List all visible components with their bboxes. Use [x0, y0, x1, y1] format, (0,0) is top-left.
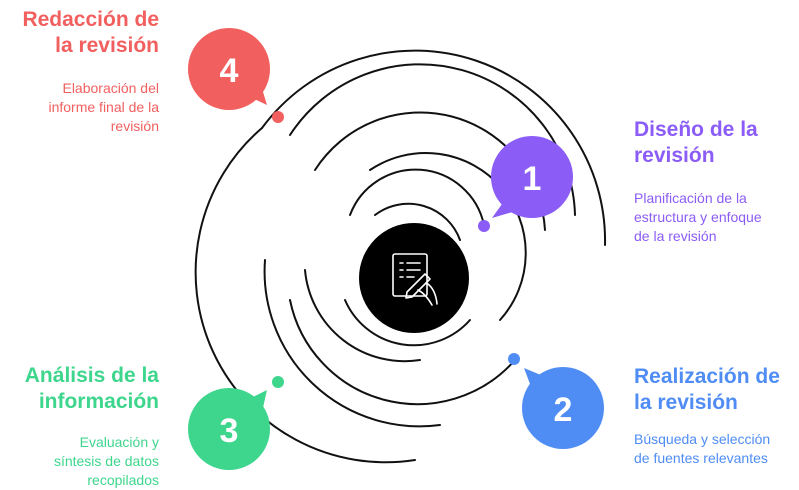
step-1-dot	[478, 220, 490, 232]
step-4-dot	[272, 111, 284, 123]
document-writing-icon	[392, 253, 438, 306]
spiral-arc	[194, 127, 416, 464]
step-4-title: Redacción de la revisión	[22, 8, 159, 57]
center-circle	[359, 223, 469, 333]
step-3-dot	[272, 376, 284, 388]
spiral-arc	[344, 299, 471, 347]
spiral-arc	[261, 49, 607, 246]
step-2-dot	[508, 353, 520, 365]
step-2-bubble: 2	[522, 367, 604, 449]
step-2-title: Realización de la revisión	[634, 365, 780, 414]
spiral-arc	[304, 269, 421, 363]
spiral-arc	[374, 202, 461, 241]
spiral-arc	[289, 299, 516, 406]
spiral-arc	[349, 168, 485, 226]
step-3-title: Análisis de la información	[24, 364, 159, 413]
step-1-number: 1	[523, 160, 542, 198]
step-3-bubble: 3	[188, 388, 270, 470]
step-1-title: Diseño de la revisión	[634, 118, 758, 167]
spiral-arc	[263, 259, 441, 428]
step-3-description: Evaluación y síntesis de datos recopilad…	[53, 434, 159, 488]
step-1-description: Planificación de la estructura y enfoque…	[634, 190, 762, 244]
step-4-bubble: 4	[188, 28, 270, 110]
step-2-number: 2	[554, 391, 573, 429]
step-4-description: Elaboración del informe final de la revi…	[48, 80, 159, 134]
step-3-number: 3	[220, 412, 239, 450]
step-4-number: 4	[220, 52, 239, 90]
step-2-description: Búsqueda y selección de fuentes relevant…	[634, 431, 771, 466]
step-1-bubble: 1	[491, 136, 573, 218]
